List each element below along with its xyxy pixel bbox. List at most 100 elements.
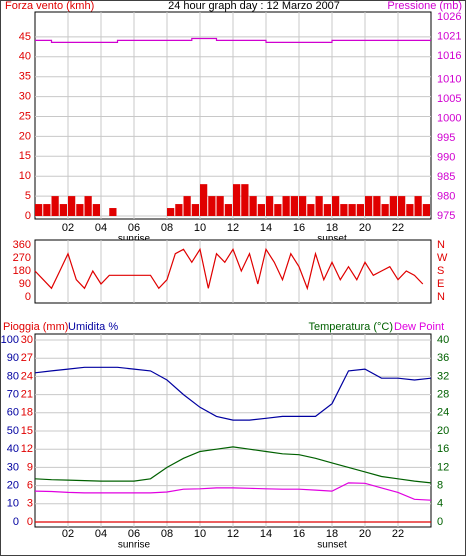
y-tick-label: 10 [19,170,31,182]
wind-axis-title: Forza vento (kmh) [5,0,94,12]
y-tick-label: 0 [13,516,19,528]
y-tick-label: 100 [1,334,19,346]
bar [414,196,422,216]
x-tick-label: 02 [62,222,74,234]
y-tick-label: 15 [19,150,31,162]
y2-tick-label: 985 [437,171,455,183]
y3-tick-label: 6 [27,480,33,492]
y2-tick-label: N [437,291,445,303]
x-tick-label: 06 [128,222,140,234]
chart-title: 24 hour graph day : 12 Marzo 2007 [168,0,340,12]
bar [381,204,389,216]
y3-tick-label: 18 [21,407,33,419]
y3-tick-label: 21 [21,389,33,401]
bar [43,204,51,216]
y-tick-label: 0 [25,291,31,303]
bar [332,196,340,216]
x-tick-label: 08 [161,528,173,540]
x-tick-label: 10 [194,528,206,540]
y-tick-label: 180 [13,265,31,277]
y-tick-label: 50 [7,425,19,437]
bar [233,184,241,216]
x-tick-label: 20 [359,222,371,234]
bar [76,204,84,216]
x-tick-label: 04 [95,528,107,540]
y2-tick-label: W [437,252,448,264]
y2-tick-label: 8 [437,480,443,492]
bar [183,196,191,216]
dew-point-axis-title: Dew Point [394,321,444,333]
bar [92,204,100,216]
y2-tick-label: 1000 [437,112,461,124]
y-tick-label: 20 [19,130,31,142]
y3-tick-label: 12 [21,443,33,455]
y-tick-label: 40 [7,443,19,455]
y2-tick-label: 20 [437,425,449,437]
bar [373,196,381,216]
x-tick-label: 16 [293,222,305,234]
bar [51,196,59,216]
y2-tick-label: 24 [437,407,449,419]
bar [175,204,183,216]
x-tick-label: 12 [227,222,239,234]
bar [59,204,67,216]
bar [398,196,406,216]
x-tick-label: 22 [392,222,404,234]
y2-tick-label: S [437,265,444,277]
y2-tick-label: N [437,239,445,251]
y-tick-label: 45 [19,31,31,43]
x-tick-label: 14 [260,222,272,234]
bar [274,204,282,216]
bar [323,204,331,216]
temperature-axis-title: Temperatura (°C) [309,321,393,333]
x-tick-label: 10 [194,222,206,234]
series-line [35,37,431,43]
y2-tick-label: 1005 [437,93,461,105]
x-tick-label: 02 [62,528,74,540]
x-tick-label: 20 [359,528,371,540]
bar [257,204,265,216]
annotation: sunrise [118,234,151,245]
bar [282,196,290,216]
y-tick-label: 30 [19,91,31,103]
y3-tick-label: 27 [21,352,33,364]
humidity-axis-title: Umidita % [68,321,118,333]
y-tick-label: 25 [19,110,31,122]
annotation: sunrise [118,540,151,551]
bar [340,204,348,216]
y-tick-label: 90 [19,278,31,290]
bar [290,196,298,216]
y2-tick-label: 1016 [437,50,461,62]
y-tick-label: 70 [7,389,19,401]
y-tick-label: 60 [7,407,19,419]
bar [406,204,414,216]
bar [348,204,356,216]
y3-tick-label: 0 [27,516,33,528]
x-tick-label: 14 [260,528,272,540]
x-tick-label: 18 [326,528,338,540]
bar [356,204,364,216]
pressure-axis-title: Pressione (mb) [387,0,462,12]
bar [109,208,117,216]
series-line [34,247,424,291]
series-line [34,446,432,484]
bar [249,196,257,216]
annotation: sunset [317,234,347,245]
y2-tick-label: E [437,278,444,290]
y2-tick-label: 1021 [437,30,461,42]
y-tick-label: 10 [7,498,19,510]
y-tick-label: 40 [19,51,31,63]
y3-tick-label: 24 [21,370,33,382]
bar [224,204,232,216]
y3-tick-label: 3 [27,498,33,510]
y2-tick-label: 0 [437,516,443,528]
bar [365,196,373,216]
y-tick-label: 0 [25,210,31,222]
bar [216,196,224,216]
y2-tick-label: 980 [437,190,455,202]
y2-tick-label: 32 [437,370,449,382]
bar [68,196,76,216]
bar [266,196,274,216]
y3-tick-label: 9 [27,461,33,473]
